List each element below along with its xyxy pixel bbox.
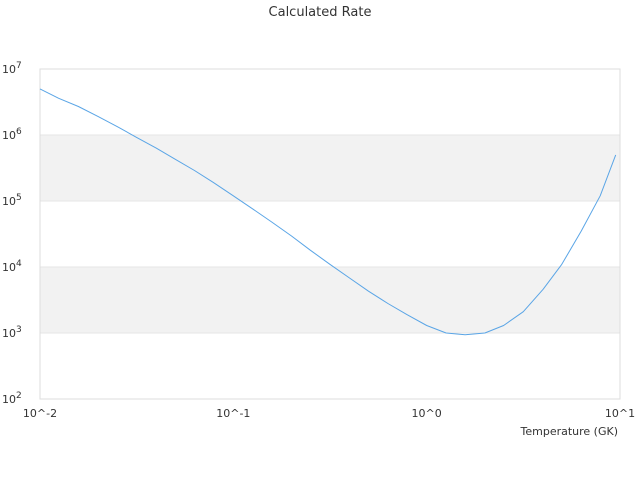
chart-title: Calculated Rate — [269, 5, 372, 20]
y-tick-label: 103 — [2, 325, 22, 340]
x-tick-label: 10^-2 — [23, 407, 57, 420]
y-tick-label: 105 — [2, 193, 22, 208]
x-tick-label: 10^1 — [605, 407, 635, 420]
x-axis-label: Temperature (GK) — [520, 425, 619, 438]
x-tick-label: 10^-1 — [216, 407, 250, 420]
plot-frame — [39, 68, 621, 400]
grid-band — [40, 267, 620, 333]
series-line — [39, 88, 617, 336]
y-tick-label: 107 — [2, 61, 22, 76]
x-tick-label: 10^0 — [412, 407, 442, 420]
y-axis-ticks: 102 103 104 105 106 107 — [2, 61, 22, 406]
grid-bands — [40, 68, 620, 400]
y-tick-label: 102 — [2, 391, 22, 406]
grid-band — [40, 135, 620, 201]
series-group — [39, 88, 617, 336]
y-tick-label: 104 — [2, 259, 22, 274]
y-tick-label: 106 — [2, 127, 22, 142]
x-axis-ticks: 10^-2 10^-1 10^0 10^1 — [23, 407, 635, 420]
